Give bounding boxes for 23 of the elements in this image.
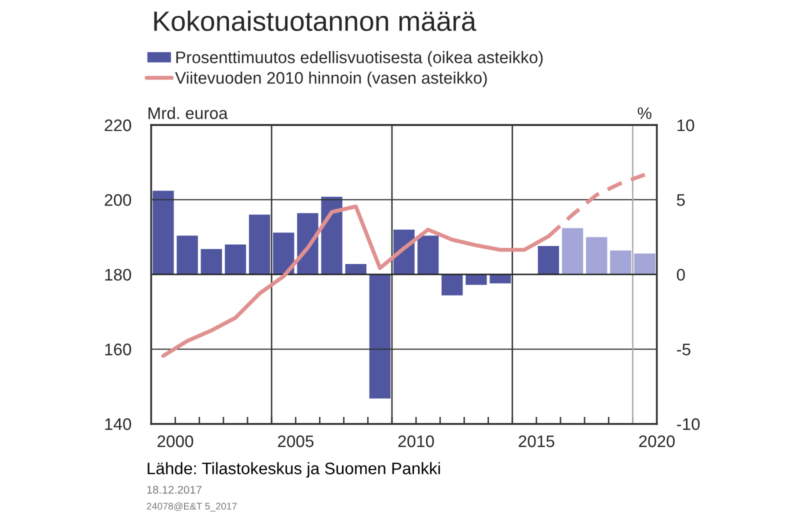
y-axis-title: Mrd. euroa bbox=[148, 106, 228, 120]
x-tick-label: 2000 bbox=[158, 435, 194, 448]
y2-tick-label: -5 bbox=[676, 344, 690, 356]
y2-tick-label: 5 bbox=[676, 194, 685, 206]
y2-tick-label: 10 bbox=[678, 119, 694, 132]
y2-tick-label: 0 bbox=[676, 268, 685, 281]
y-tick-label: 180 bbox=[105, 268, 132, 281]
y-tick-label: 160 bbox=[105, 344, 132, 356]
y-tick-label: 220 bbox=[104, 119, 132, 132]
x-tick-label: 2015 bbox=[518, 435, 554, 448]
legend-label: Viitevuoden 2010 hinnoin (vasen asteikko) bbox=[175, 72, 487, 88]
text: 18.12.2017 bbox=[147, 486, 202, 494]
y2-axis-title: % bbox=[638, 107, 652, 120]
x-tick-label: 2005 bbox=[278, 435, 314, 448]
x-tick-label: 2020 bbox=[639, 435, 675, 448]
y-tick-label: 140 bbox=[105, 418, 132, 430]
chart-title: Kokonaistuotannon määrä bbox=[154, 10, 476, 32]
y2-tick-label: -10 bbox=[676, 418, 700, 430]
text: 24078@E&T 5_2017 bbox=[146, 502, 237, 512]
legend-label: Prosenttimuutos edellisvuotisesta (oikea asteikko) bbox=[176, 51, 543, 67]
text: Lähde: Tilastokeskus ja Suomen Pankki bbox=[148, 462, 440, 478]
y-tick-label: 200 bbox=[104, 194, 132, 206]
x-tick-label: 2010 bbox=[398, 435, 434, 448]
